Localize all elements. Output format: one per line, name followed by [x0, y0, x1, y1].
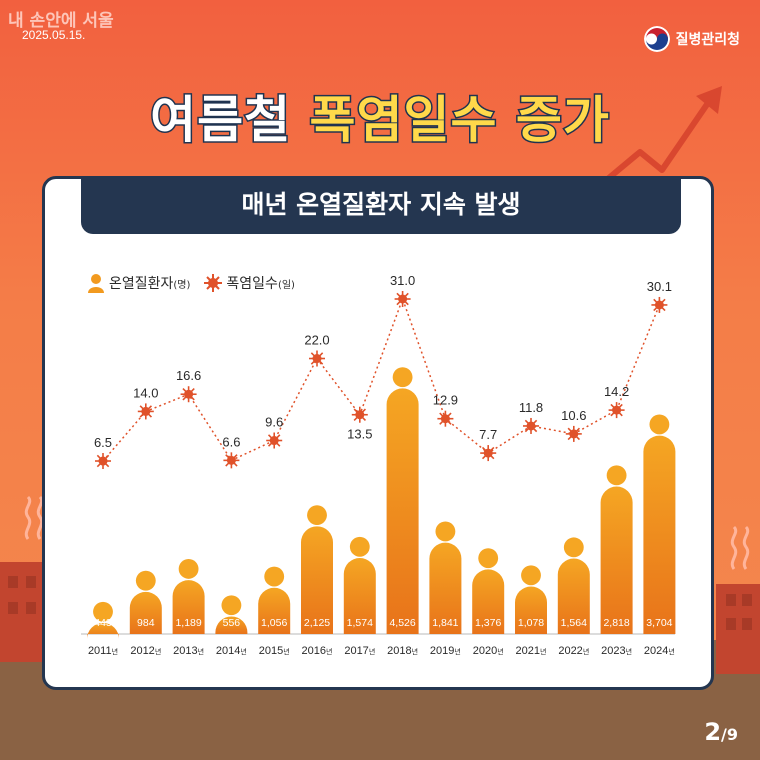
x-tick-label: 2011년: [88, 645, 118, 657]
line-value-label: 22.0: [304, 333, 329, 348]
line-point-2017: [351, 406, 368, 423]
x-tick-label: 2020년: [473, 645, 504, 657]
line-point-2012: [137, 403, 154, 420]
bar-2022: [557, 537, 590, 634]
line-point-2013: [180, 386, 197, 403]
legend-unit-heatdays: (일): [277, 279, 295, 291]
combo-chart: 443 984 1,189 556 1,056 2,125 1,574 4,526 1,841 1…: [81, 273, 676, 657]
line-point-2016: [309, 350, 325, 367]
line-point-2022: [565, 425, 582, 442]
bar-value-label: 1,376: [475, 617, 501, 629]
legend-unit-patients: (명): [173, 279, 191, 291]
line-value-label: 13.5: [347, 427, 372, 442]
line-value-label: 9.6: [265, 415, 283, 430]
bar-value-label: 1,056: [261, 617, 287, 629]
page-title: 여름철 폭염일수 증가: [0, 80, 760, 152]
line-point-2021: [523, 417, 539, 434]
bar-value-label: 3,704: [646, 617, 672, 629]
line-point-2019: [437, 410, 454, 427]
x-tick-label: 2017년: [344, 645, 375, 657]
x-tick-label: 2013년: [173, 645, 204, 657]
bar-2023: [600, 465, 633, 634]
x-tick-label: 2012년: [130, 645, 161, 657]
bar-2017: [343, 536, 376, 634]
line-value-label: 6.5: [94, 435, 112, 450]
page-total: /9: [721, 725, 738, 744]
taegeuk-emblem-icon: [643, 26, 670, 52]
line-point-2024: [651, 296, 668, 313]
title-part1: 여름철: [149, 90, 292, 151]
x-tick-label: 2018년: [387, 645, 418, 657]
bar-2019: [429, 521, 462, 634]
line-value-label: 14.2: [604, 384, 629, 399]
bar-2024: [643, 414, 676, 634]
line-point-2011: [95, 453, 111, 470]
x-tick-label: 2023년: [601, 645, 632, 657]
bar-value-label: 4,526: [389, 617, 415, 629]
bar-value-label: 1,574: [347, 617, 373, 629]
bar-2014: [215, 595, 248, 634]
watermark-logo: 내 손안에 서울: [8, 11, 114, 31]
bar-2016: [301, 505, 333, 634]
x-tick-label: 2019년: [430, 645, 461, 657]
line-value-label: 14.0: [133, 385, 158, 400]
bar-value-label: 1,564: [561, 617, 587, 629]
line-value-label: 16.6: [176, 368, 201, 383]
legend-item-patients: 온열질환자 (명): [87, 273, 190, 293]
person-icon: [88, 274, 104, 293]
sun-icon: [204, 274, 223, 292]
chart-card: 매년 온열질환자 지속 발생 온열질환자 (명) 폭염일수 (일) 443 984 1,…: [42, 176, 714, 690]
bar-value-label: 2,818: [603, 617, 629, 629]
line-value-label: 31.0: [390, 273, 415, 288]
publish-date: 2025.05.15.: [22, 28, 86, 42]
building-left: [0, 562, 48, 662]
x-tick-label: 2022년: [558, 645, 589, 657]
x-tick-label: 2024년: [644, 645, 675, 657]
bar-2021: [515, 565, 547, 634]
chart-legend: 온열질환자 (명) 폭염일수 (일): [87, 273, 309, 293]
bar-value-label: 984: [137, 617, 155, 629]
line-value-label: 6.6: [222, 434, 240, 449]
bar-2011: [87, 601, 119, 639]
line-value-label: 10.6: [561, 408, 586, 423]
heat-wave-icon-right: [730, 525, 750, 570]
line-point-2023: [608, 402, 625, 419]
line-value-label: 30.1: [647, 279, 672, 294]
x-tick-label: 2014년: [216, 645, 247, 657]
line-value-label: 12.9: [433, 393, 458, 408]
line-value-label: 11.8: [519, 400, 543, 415]
agency-logo: 질병관리청: [643, 26, 740, 52]
line-point-2014: [223, 452, 240, 469]
bar-value-label: 1,841: [432, 617, 458, 629]
bar-2013: [172, 558, 205, 634]
title-part2: 폭염일수 증가: [308, 90, 610, 151]
line-point-2020: [480, 445, 497, 462]
x-tick-label: 2021년: [516, 645, 547, 657]
legend-label-patients: 온열질환자: [109, 276, 174, 292]
line-value-label: 7.7: [479, 427, 497, 442]
agency-name: 질병관리청: [675, 32, 740, 48]
legend-label-heatdays: 폭염일수: [226, 276, 278, 292]
legend-item-heatdays: 폭염일수 (일): [204, 273, 295, 293]
page-current: 2: [704, 718, 722, 746]
bar-value-label: 556: [223, 617, 241, 629]
bar-2012: [129, 570, 162, 634]
chart-banner: 매년 온열질환자 지속 발생: [81, 176, 681, 234]
bar-2015: [258, 566, 291, 634]
rising-arrow-icon: [601, 86, 722, 185]
bar-value-label: 2,125: [304, 617, 330, 629]
bar-2020: [472, 548, 505, 634]
building-right: [716, 584, 760, 674]
bar-value-label: 443: [94, 617, 112, 629]
line-point-2015: [266, 432, 283, 449]
bar-2018: [386, 367, 419, 634]
page-indicator: 2/9: [704, 718, 738, 746]
x-tick-label: 2016년: [302, 645, 333, 657]
x-tick-label: 2015년: [259, 645, 290, 657]
bar-value-label: 1,189: [175, 617, 201, 629]
bar-value-label: 1,078: [518, 617, 544, 629]
heat-wave-icon: [24, 495, 44, 540]
line-point-2018: [394, 291, 411, 307]
